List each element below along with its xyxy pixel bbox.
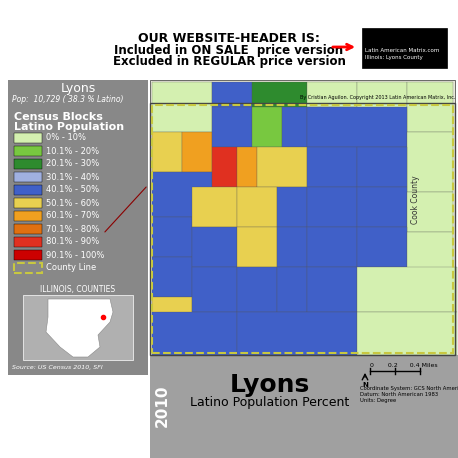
- Text: Census Blocks: Census Blocks: [14, 112, 103, 122]
- Bar: [237, 227, 277, 267]
- Bar: [14, 185, 42, 195]
- Bar: [152, 132, 182, 172]
- Bar: [150, 103, 455, 355]
- Bar: [277, 187, 307, 227]
- Text: Included in ON SALE  price version: Included in ON SALE price version: [114, 44, 344, 57]
- Text: Cook County: Cook County: [410, 176, 420, 224]
- Bar: [212, 107, 252, 147]
- Bar: [307, 227, 357, 267]
- Text: Latino Population: Latino Population: [14, 122, 124, 132]
- Text: 20.1% - 30%: 20.1% - 30%: [46, 159, 99, 169]
- Text: Latin American Matrix.com: Latin American Matrix.com: [365, 48, 439, 53]
- Bar: [14, 159, 42, 169]
- Bar: [14, 237, 42, 247]
- Bar: [23, 295, 133, 360]
- Bar: [307, 187, 357, 227]
- Bar: [152, 257, 192, 297]
- Bar: [307, 267, 357, 312]
- Text: County Line: County Line: [46, 263, 96, 273]
- Bar: [14, 133, 42, 143]
- Bar: [407, 232, 453, 272]
- Bar: [357, 312, 457, 355]
- Text: 40.1% - 50%: 40.1% - 50%: [46, 185, 99, 195]
- Bar: [212, 82, 252, 107]
- Text: Illinois: Lyons County: Illinois: Lyons County: [365, 55, 423, 60]
- Bar: [277, 267, 307, 312]
- Text: 50.1% - 60%: 50.1% - 60%: [46, 198, 99, 207]
- Text: 80.1% - 90%: 80.1% - 90%: [46, 238, 99, 246]
- Bar: [14, 198, 42, 208]
- Text: 60.1% - 70%: 60.1% - 70%: [46, 212, 99, 220]
- Bar: [357, 267, 457, 312]
- Text: 30.1% - 40%: 30.1% - 40%: [46, 173, 99, 181]
- Bar: [357, 227, 407, 267]
- Text: 0% - 10%: 0% - 10%: [46, 133, 86, 142]
- Bar: [407, 132, 453, 192]
- Text: By Cristian Aguilon. Copyright 2013 Latin American Matrix, Inc.: By Cristian Aguilon. Copyright 2013 Lati…: [300, 95, 455, 100]
- FancyBboxPatch shape: [8, 80, 148, 375]
- Bar: [14, 146, 42, 156]
- Bar: [14, 263, 42, 273]
- Bar: [357, 147, 407, 187]
- Bar: [182, 132, 212, 172]
- Bar: [152, 105, 453, 353]
- Text: OUR WEBSITE-HEADER IS:: OUR WEBSITE-HEADER IS:: [138, 32, 320, 45]
- Text: 90.1% - 100%: 90.1% - 100%: [46, 251, 104, 260]
- Text: 10.1% - 20%: 10.1% - 20%: [46, 147, 99, 156]
- Bar: [252, 107, 282, 147]
- Text: N: N: [362, 382, 368, 388]
- Bar: [237, 267, 277, 312]
- Text: Lyons: Lyons: [60, 82, 96, 95]
- Text: Excluded in REGULAR price version: Excluded in REGULAR price version: [113, 55, 345, 68]
- Bar: [407, 192, 453, 232]
- Bar: [277, 227, 307, 267]
- Bar: [150, 355, 458, 458]
- Bar: [257, 147, 307, 187]
- Bar: [237, 187, 277, 227]
- Bar: [152, 82, 212, 132]
- Bar: [152, 297, 192, 337]
- Bar: [212, 147, 237, 187]
- Text: ILLINOIS, COUNTIES: ILLINOIS, COUNTIES: [40, 285, 115, 294]
- Bar: [237, 312, 357, 355]
- Bar: [152, 217, 192, 257]
- Bar: [150, 80, 455, 355]
- Text: Latino Population Percent: Latino Population Percent: [191, 396, 349, 409]
- Bar: [282, 107, 307, 147]
- Text: Coordinate System: GCS North American 1983
Datum: North American 1983
Units: Deg: Coordinate System: GCS North American 19…: [360, 386, 458, 403]
- Bar: [14, 250, 42, 260]
- Bar: [192, 267, 237, 312]
- Bar: [357, 82, 407, 132]
- Bar: [252, 82, 307, 107]
- Bar: [14, 211, 42, 221]
- Polygon shape: [46, 299, 113, 357]
- Bar: [152, 172, 212, 217]
- Bar: [362, 28, 447, 68]
- Bar: [152, 312, 237, 355]
- Text: Pop:  10,729 ( 38.3 % Latino): Pop: 10,729 ( 38.3 % Latino): [12, 95, 124, 104]
- Bar: [307, 82, 357, 107]
- Text: Source: US Census 2010, SFI: Source: US Census 2010, SFI: [12, 365, 103, 370]
- Text: 70.1% - 80%: 70.1% - 80%: [46, 224, 99, 234]
- Bar: [357, 187, 407, 227]
- Text: 0       0.2      0.4 Miles: 0 0.2 0.4 Miles: [370, 363, 438, 368]
- Bar: [237, 147, 257, 187]
- Bar: [307, 147, 357, 187]
- Text: Lyons: Lyons: [230, 373, 310, 397]
- Bar: [407, 82, 453, 132]
- Bar: [307, 107, 407, 147]
- Bar: [14, 224, 42, 234]
- Bar: [192, 227, 237, 267]
- Bar: [192, 187, 237, 227]
- Bar: [14, 172, 42, 182]
- Text: 2010: 2010: [154, 385, 169, 427]
